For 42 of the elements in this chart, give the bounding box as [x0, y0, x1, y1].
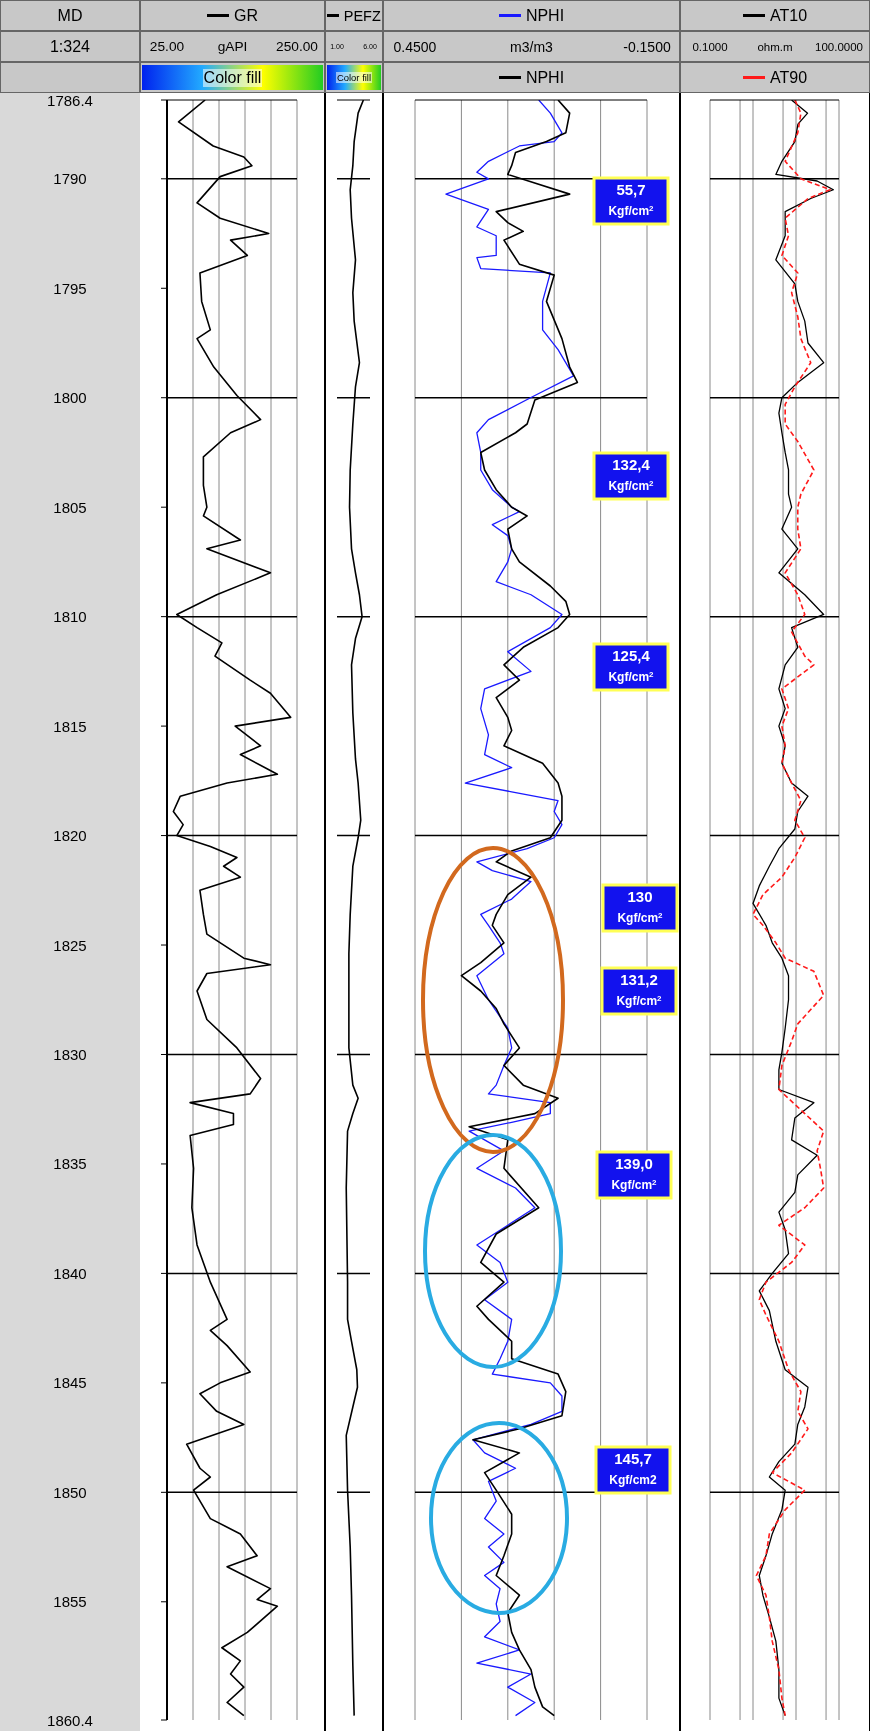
- y-tick-label: 1800: [53, 389, 87, 407]
- y-tick-label: 1810: [53, 608, 87, 626]
- legend-label: PEFZ: [343, 7, 381, 24]
- x-tick-label: -0.1500: [623, 38, 671, 55]
- legend-label: AT90: [769, 68, 808, 87]
- legend-label: NPHI: [525, 68, 565, 87]
- x-axis-title: ohm.m: [757, 40, 793, 53]
- y-tick-label: 1850: [53, 1483, 87, 1501]
- annotation: 139,0 Kgf/cm$^{2}$: [611, 1155, 658, 1192]
- y-tick-label: 1845: [53, 1374, 87, 1392]
- annotation: 55,7 Kgf/cm$^{2}$: [608, 181, 655, 218]
- legend-label: GR: [234, 6, 258, 25]
- x-tick-label: 250.00: [276, 39, 319, 54]
- annotation: 130 Kgf/cm$^{2}$: [617, 888, 664, 925]
- y-tick-label: 1795: [53, 279, 87, 297]
- x-tick-label: 100.0000: [815, 40, 863, 53]
- legend-label: AT10: [769, 6, 808, 25]
- x-axis-title: gAPI: [217, 39, 248, 54]
- y-tick-label: 1786.4: [47, 91, 93, 109]
- y-tick-label: 1790: [53, 170, 87, 188]
- y-tick-label: 1820: [53, 827, 87, 845]
- y-tick-label: 1835: [53, 1155, 87, 1173]
- y-tick-label: 1840: [53, 1264, 87, 1282]
- text: 1:324: [0, 31, 140, 62]
- y-tick-label: 1855: [53, 1593, 87, 1611]
- y-tick-label: 1805: [53, 498, 87, 516]
- x-tick-label: 25.00: [149, 39, 185, 54]
- annotation: 131,2 Kgf/cm$^{2}$: [616, 971, 663, 1008]
- annotation: 125,4 Kgf/cm$^{2}$: [608, 647, 655, 684]
- y-tick-label: 1830: [53, 1045, 87, 1063]
- x-axis-title: m3/m3: [510, 38, 553, 55]
- y-axis-title: MD: [0, 0, 140, 31]
- legend-label: NPHI: [525, 6, 565, 25]
- text: Color fill: [335, 72, 373, 83]
- x-tick-label: 0.4500: [393, 38, 437, 55]
- annotation: 132,4 Kgf/cm$^{2}$: [608, 456, 655, 493]
- y-tick-label: 1825: [53, 936, 87, 954]
- text: Color fill: [202, 68, 263, 87]
- y-tick-label: 1815: [53, 717, 87, 735]
- y-tick-label: 1860.4: [47, 1711, 93, 1729]
- x-tick-label: 0.1000: [692, 40, 728, 53]
- annotation: 145,7 Kgf/cm2: [609, 1450, 657, 1487]
